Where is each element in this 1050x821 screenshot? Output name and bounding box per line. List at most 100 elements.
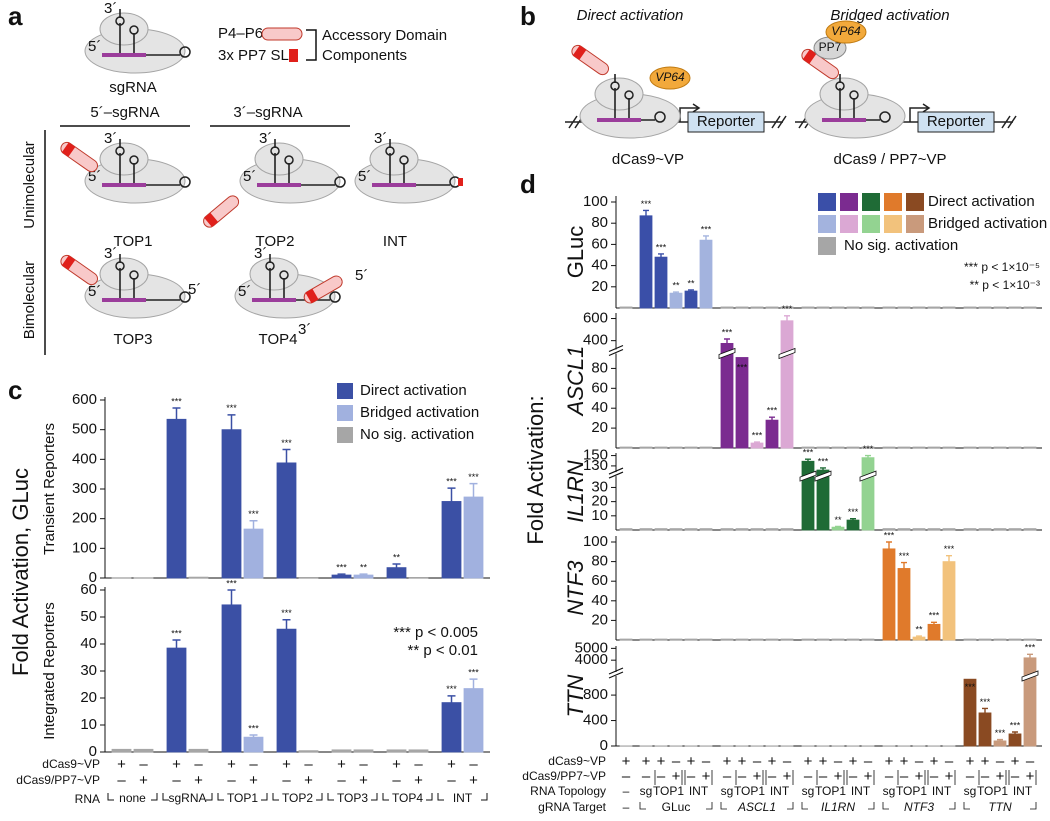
axis-break (608, 667, 624, 679)
significance: *** (767, 406, 778, 416)
bar (639, 215, 653, 309)
hairpin (115, 16, 125, 26)
bar (780, 306, 794, 309)
bar (188, 748, 209, 753)
x-category-label: TOP2 (282, 791, 313, 805)
table-row-label: RNA (75, 792, 100, 806)
hairpin (129, 25, 139, 35)
row-label: Bimolecular (21, 261, 38, 339)
y-axis-title: Fold Activation: (523, 395, 548, 544)
table-sign: + (738, 753, 747, 770)
table-row-label: dCas9~VP (548, 754, 606, 768)
dcas9-lobe (819, 77, 869, 111)
bar (942, 306, 956, 309)
y-tick-label: 100 (72, 539, 97, 556)
topology-label: INT (932, 784, 952, 798)
three-prime-label: 3´ (298, 321, 311, 338)
accessory-domain (801, 48, 839, 80)
error-bar (931, 621, 937, 625)
table-sign: – (469, 756, 478, 773)
significance: *** (722, 327, 733, 337)
hairpin (284, 155, 294, 165)
error-bar (673, 291, 679, 294)
pp7-sl-label: 3x PP7 SL (218, 47, 289, 64)
bar (720, 638, 734, 641)
hairpin (129, 270, 139, 280)
target-label: GLuc (662, 800, 691, 814)
panel-title: GLuc (563, 226, 588, 279)
error-bar (469, 482, 478, 498)
bar (243, 736, 264, 753)
significance: ** (687, 278, 695, 288)
table-sign: – (1026, 753, 1035, 770)
table-sign: + (849, 753, 858, 770)
dcas9-lobe (99, 12, 149, 46)
bar (882, 528, 896, 531)
construct-label: dCas9 / PP7~VP (834, 151, 947, 168)
dcas9-lobe (99, 142, 149, 176)
table-sign: + (657, 753, 666, 770)
bar (816, 306, 830, 309)
bar (720, 343, 734, 449)
pp7-hairpins (458, 178, 463, 186)
topology-label: TOP1 (977, 784, 1008, 798)
dcas9-lobe (99, 257, 149, 291)
table-sign: – (304, 756, 313, 773)
bar (619, 638, 633, 641)
table-sign: + (966, 753, 975, 770)
table-sign: + (945, 768, 954, 785)
p4p6-swatch (261, 27, 303, 41)
error-bar (227, 414, 236, 430)
spacer (822, 118, 866, 122)
error-bar (249, 734, 258, 738)
target-bracket (720, 802, 794, 810)
table-sign: – (117, 772, 126, 789)
error-bar (997, 738, 1003, 741)
spacer (372, 183, 416, 187)
bar (861, 457, 875, 531)
bar-break (778, 347, 796, 360)
table-sign: – (337, 772, 346, 789)
bar (927, 623, 941, 641)
topology-label: INT (689, 784, 709, 798)
table-sign: + (642, 753, 651, 770)
y-tick-label: 60 (591, 572, 608, 589)
spacer (597, 118, 641, 122)
y-tick-label: 20 (591, 493, 608, 510)
bar (912, 636, 926, 641)
bar (619, 446, 633, 449)
hairpin (115, 261, 125, 271)
bar-break (814, 470, 832, 482)
topology-bracket (765, 770, 794, 785)
bar (897, 306, 911, 309)
pp7-hairpins (305, 288, 319, 304)
bar (942, 528, 956, 531)
table-sign: – (702, 753, 711, 770)
bar (927, 446, 941, 449)
panel-title: ASCL1 (563, 346, 588, 418)
table-sign: – (981, 768, 990, 785)
bar (1008, 306, 1022, 309)
bar (699, 528, 713, 531)
y-tick-label: 60 (80, 581, 97, 598)
error-bar (784, 315, 790, 321)
group-bracket (437, 793, 488, 801)
bar (912, 528, 926, 531)
bar (882, 548, 896, 641)
error-bar (703, 235, 709, 241)
bar (111, 748, 132, 753)
bar (1008, 446, 1022, 449)
y-tick-label: 30 (80, 662, 97, 679)
table-sign: – (930, 768, 939, 785)
hairpin (399, 155, 409, 165)
hairpin (179, 46, 191, 58)
table-sign: – (359, 756, 368, 773)
vp64-label: VP64 (831, 24, 861, 38)
hairpin (270, 146, 280, 156)
pp7-hairpins (802, 49, 817, 64)
error-bar (249, 519, 258, 530)
dcas9-lobe (254, 142, 304, 176)
five-prime-label: 5´ (355, 267, 368, 284)
